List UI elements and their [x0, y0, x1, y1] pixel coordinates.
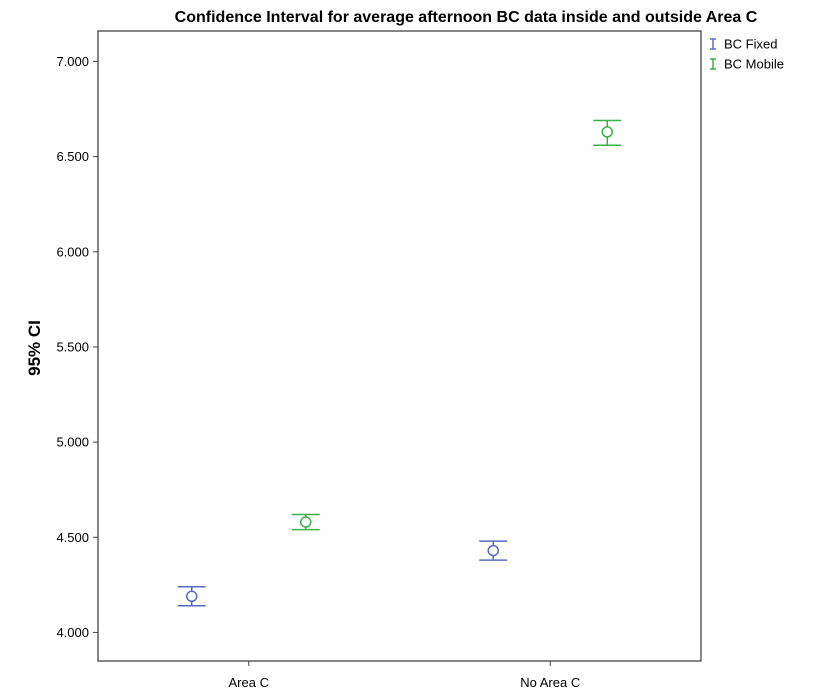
error-bar	[593, 119, 622, 146]
legend-item: BC Fixed	[710, 37, 777, 52]
legend-label: BC Fixed	[724, 37, 777, 52]
error-bar	[291, 513, 320, 531]
y-axis: 4.000 4.500 5.000 5.500 6.000 6.500 7.000	[56, 54, 98, 640]
y-axis-label: 95% CI	[25, 320, 44, 376]
x-tick-label: Area C	[229, 675, 269, 690]
legend: BC Fixed BC Mobile	[710, 37, 784, 72]
legend-label: BC Mobile	[724, 57, 784, 72]
y-tick-label: 5.500	[56, 339, 89, 354]
chart-title: Confidence Interval for average afternoo…	[175, 9, 758, 26]
x-tick-label: No Area C	[520, 675, 580, 690]
y-tick-label: 6.500	[56, 149, 89, 164]
y-tick-label: 5.000	[56, 435, 89, 450]
error-bar	[479, 540, 508, 561]
y-tick-label: 4.000	[56, 625, 89, 640]
y-tick-label: 6.000	[56, 244, 89, 259]
data-marks	[177, 119, 622, 607]
plot-area	[97, 30, 702, 662]
mean-marker	[186, 590, 198, 603]
mean-marker	[487, 544, 499, 557]
error-bar	[177, 586, 206, 607]
x-axis: Area C No Area C	[229, 661, 580, 690]
mean-marker	[300, 516, 312, 528]
mean-marker	[601, 126, 613, 138]
legend-item: BC Mobile	[710, 57, 784, 72]
y-tick-label: 7.000	[56, 54, 89, 69]
y-tick-label: 4.500	[56, 530, 89, 545]
